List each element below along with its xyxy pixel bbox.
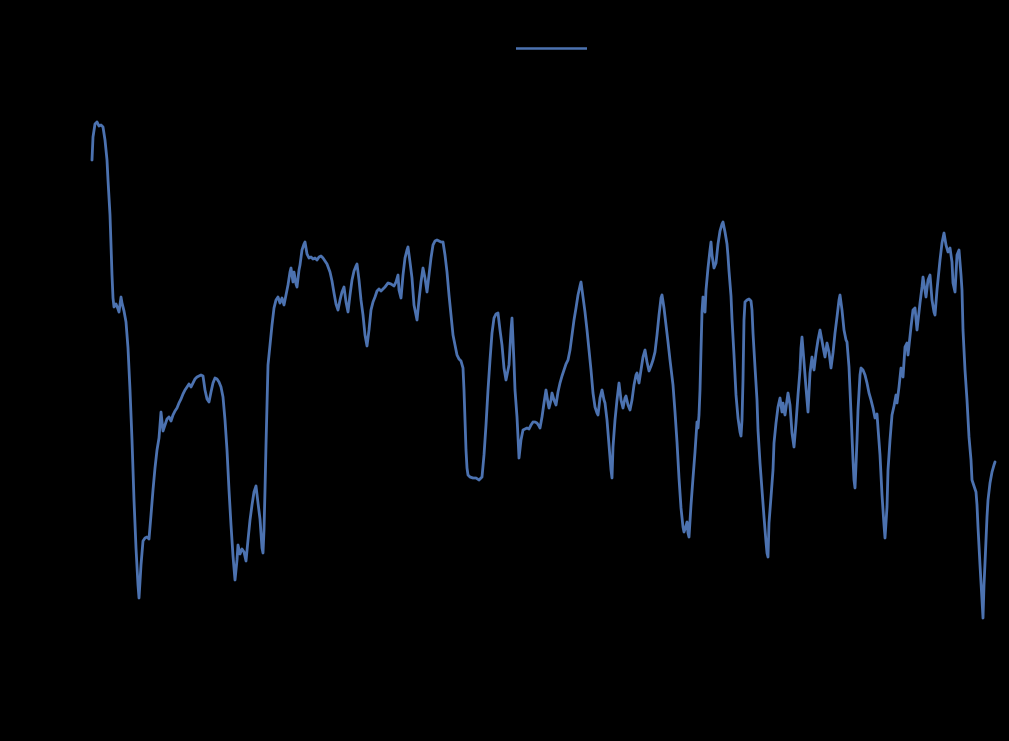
timeseries-line: [90, 120, 997, 620]
